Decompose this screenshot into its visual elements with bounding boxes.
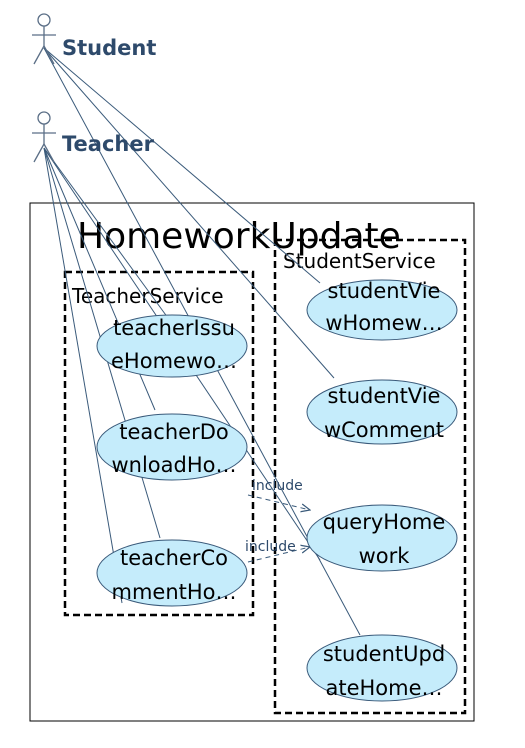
teacher-service-title: TeacherService: [71, 284, 224, 308]
system-boundary: [29, 202, 475, 722]
system-title: HomeworkUpdate: [77, 216, 401, 257]
include-arrow-2: [247, 547, 310, 563]
uc-student-view-homework-line2: wHomew…: [325, 311, 442, 335]
use-case-teacher-issue-homework[interactable]: teacherIssu eHomewo…: [96, 314, 248, 378]
uc-teacher-comment-line2: mmentHo…: [111, 580, 236, 604]
uc-teacher-issue-line1: teacherIssu: [113, 316, 235, 340]
use-case-student-update-homework[interactable]: studentUpd ateHome…: [306, 634, 458, 702]
include-arrow-1: [247, 494, 310, 510]
uc-teacher-download-line2: wnloadHo…: [111, 453, 236, 477]
uc-teacher-comment-line1: teacherCo: [120, 546, 228, 570]
uc-query-homework-line1: queryHome: [323, 510, 446, 534]
use-case-teacher-comment-homework[interactable]: teacherCo mmentHo…: [96, 539, 248, 607]
uc-student-view-comment-line1: studentVie: [328, 384, 441, 408]
use-case-teacher-download-homework[interactable]: teacherDo wnloadHo…: [96, 413, 248, 481]
uc-query-homework-line2: work: [359, 544, 411, 568]
uc-teacher-issue-line2: eHomewo…: [111, 349, 237, 373]
assoc-teacher-issue: [43, 147, 169, 319]
uc-teacher-download-line1: teacherDo: [119, 420, 228, 444]
teacher-service-package: [63, 270, 255, 617]
student-actor[interactable]: [32, 13, 56, 65]
teacher-actor-label: Teacher: [62, 132, 155, 156]
use-case-student-view-comment[interactable]: studentVie wComment: [306, 379, 458, 445]
student-actor-label: Student: [62, 36, 156, 60]
student-service-title: StudentService: [283, 249, 436, 273]
use-case-query-homework[interactable]: queryHome work: [306, 504, 458, 572]
include-label-1: include: [252, 478, 303, 494]
uc-student-update-line1: studentUpd: [323, 642, 445, 666]
assoc-student-view-comment: [43, 47, 335, 379]
use-case-student-view-homework[interactable]: studentVie wHomew…: [306, 279, 458, 341]
assoc-student-view-homework: [43, 47, 321, 284]
uc-student-view-comment-line2: wComment: [324, 418, 444, 442]
assoc-teacher-x2: [43, 147, 123, 604]
teacher-actor[interactable]: [32, 111, 56, 163]
include-label-2: include: [245, 539, 296, 555]
uc-student-update-line2: ateHome…: [325, 676, 442, 700]
uc-student-view-homework-line1: studentVie: [328, 279, 441, 303]
